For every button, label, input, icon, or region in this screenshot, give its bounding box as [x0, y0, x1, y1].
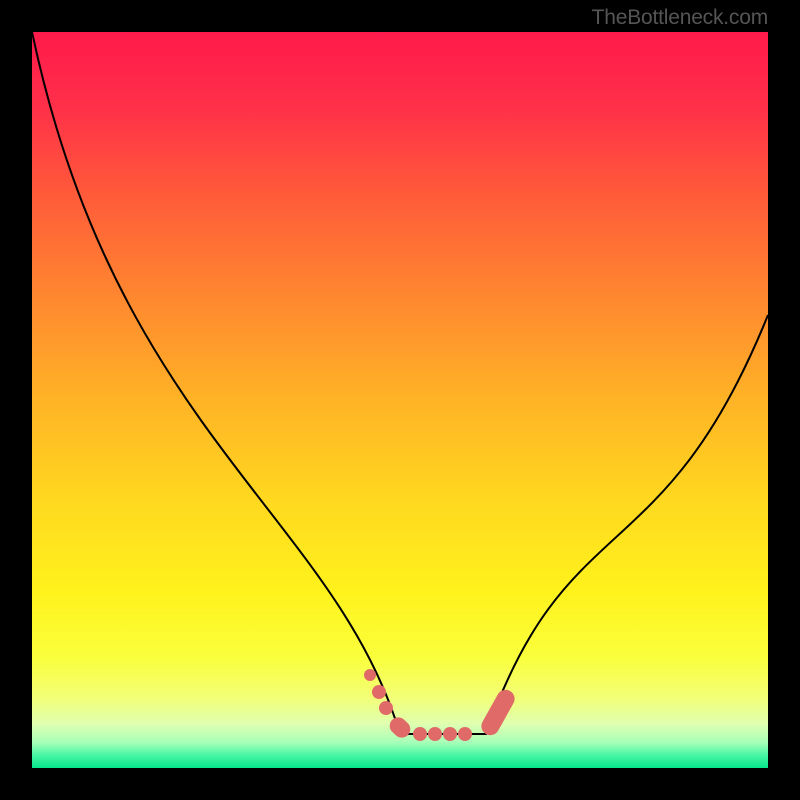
marker-dot: [372, 685, 386, 699]
marker-dot: [379, 701, 393, 715]
plot-background: [32, 32, 768, 768]
bottleneck-curve-chart: [0, 0, 800, 800]
marker-dot: [428, 727, 442, 741]
chart-container: TheBottleneck.com: [0, 0, 800, 800]
marker-dot: [443, 727, 457, 741]
marker-dot: [413, 727, 427, 741]
marker-dot: [458, 727, 472, 741]
marker-dot: [364, 669, 376, 681]
